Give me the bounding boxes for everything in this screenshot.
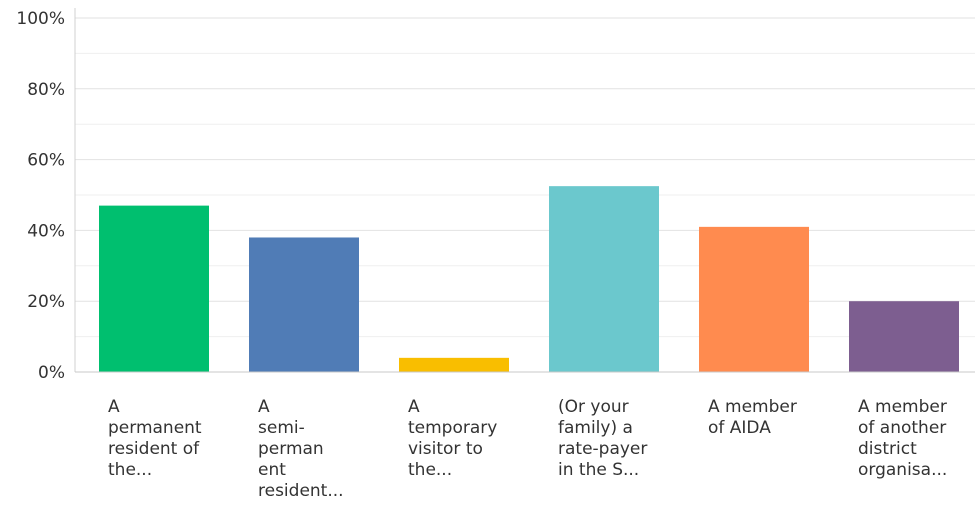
y-tick-label: 40% <box>27 221 65 241</box>
y-tick-label: 20% <box>27 292 65 312</box>
y-axis-ticks: 0% 20% 40% 60% 80% 100% <box>16 9 65 383</box>
bar[interactable] <box>99 205 209 372</box>
x-category-label: A permanent resident of the... <box>108 397 202 480</box>
bar[interactable] <box>699 226 809 372</box>
x-category-label: A member of another district organisa... <box>858 397 948 480</box>
y-tick-label: 0% <box>38 363 65 383</box>
y-tick-label: 60% <box>27 151 65 171</box>
y-tick-label: 80% <box>27 80 65 100</box>
bar[interactable] <box>849 301 959 372</box>
x-category-label: (Or your family) a rate-payer in the S..… <box>558 397 648 480</box>
x-category-label: A semi-perman ent resident... <box>258 397 344 501</box>
x-category-label: A member of AIDA <box>708 397 797 438</box>
bar[interactable] <box>549 186 659 372</box>
x-category-label: A temporary visitor to the... <box>408 397 498 480</box>
y-tick-label: 100% <box>16 9 65 29</box>
bar[interactable] <box>399 357 509 372</box>
gridlines <box>75 17 975 338</box>
bar[interactable] <box>249 237 359 372</box>
bars <box>99 186 959 372</box>
